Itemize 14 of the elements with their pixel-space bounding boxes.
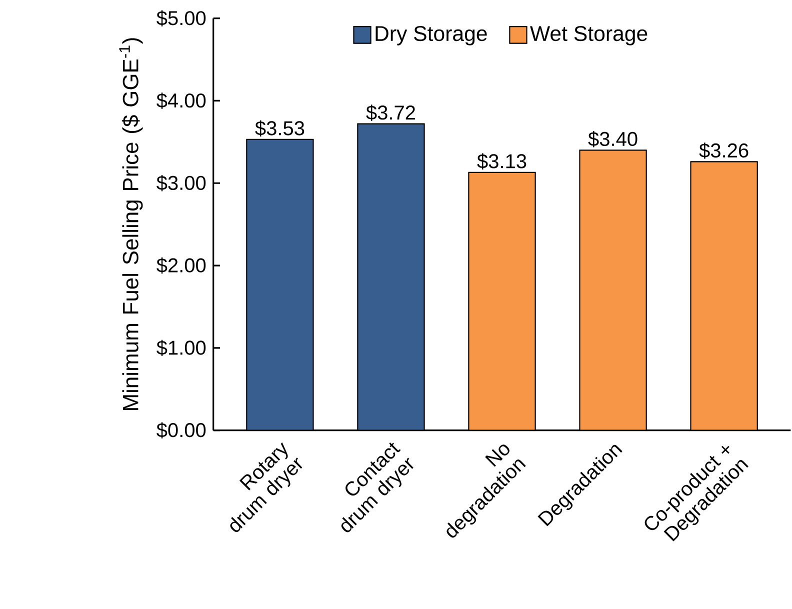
- legend-label: Wet Storage: [530, 26, 648, 46]
- y-tick-label: $3.00: [156, 175, 206, 192]
- data-label: $3.72: [366, 104, 415, 121]
- y-tick-label: $0.00: [156, 422, 206, 438]
- y-tick-label: $1.00: [156, 340, 206, 356]
- data-label: $3.13: [477, 153, 526, 170]
- y-axis-title: Minimum Fuel Selling Price ($ GGE$^{-1}$): [119, 38, 143, 410]
- y-tick-label: $2.00: [156, 257, 206, 274]
- data-label: $3.53: [255, 120, 304, 137]
- legend-label: Dry Storage: [376, 26, 487, 46]
- y-tick-label: $4.00: [156, 92, 206, 109]
- data-label: $3.40: [588, 131, 638, 148]
- data-label: $3.26: [699, 142, 748, 159]
- y-tick-label: $5.00: [156, 10, 206, 26]
